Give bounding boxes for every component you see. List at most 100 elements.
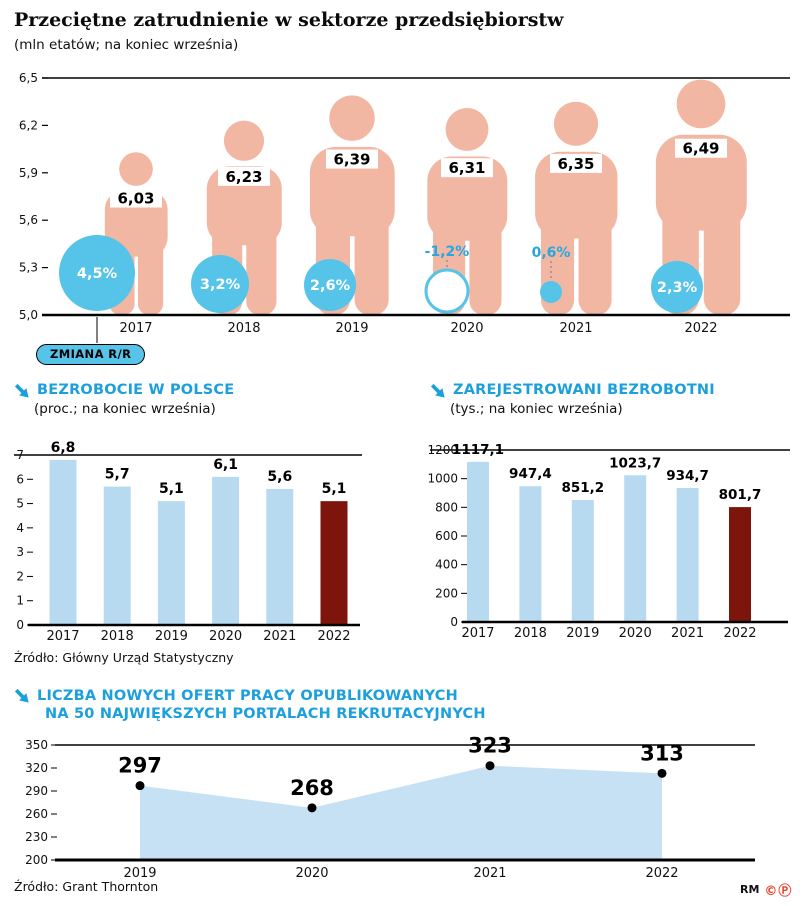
y-tick-label: 2 bbox=[16, 569, 24, 583]
bar-value-label: 1023,7 bbox=[609, 455, 661, 471]
y-tick-label: 200 bbox=[435, 586, 458, 600]
y-tick-label: 1 bbox=[16, 594, 24, 608]
value-label-bg bbox=[218, 166, 270, 186]
employment-pictogram-chart: 6,5 6,2 5,9 5,6 5,3 5,0 6,03 6,23 6,39 6,31 6,35 6,… bbox=[19, 71, 790, 343]
bar-x-label: 2019 bbox=[155, 629, 188, 644]
x-tick-label: 2019 bbox=[335, 321, 368, 336]
unemployment-bar-charts: 7 6 5 4 3 2 1 0 6,8 2017 5,7 2018 5,1 2019 6,1 2020 5,6 2… bbox=[14, 440, 790, 644]
change-bubble bbox=[191, 255, 249, 313]
data-point bbox=[307, 803, 317, 813]
bar-2017 bbox=[467, 461, 489, 622]
bar-x-label: 2017 bbox=[461, 626, 494, 641]
bar-2021 bbox=[676, 488, 699, 622]
job-offers-title-line2: NA 50 NAJWIĘKSZYCH PORTALACH REKRUTACYJN… bbox=[45, 706, 486, 722]
value-label-bg bbox=[550, 153, 602, 173]
bar-2021 bbox=[266, 489, 294, 625]
point-value-label: 313 bbox=[640, 741, 684, 765]
unemployment-chart-title: BEZROBOCIE W POLSCE bbox=[37, 382, 235, 398]
source-grant-thornton: Źródło: Grant Thornton bbox=[14, 879, 159, 894]
change-label: 2,3% bbox=[657, 280, 698, 296]
y-tick-label: 1000 bbox=[427, 472, 458, 486]
value-label: 6,03 bbox=[117, 190, 154, 208]
unemployment-chart-subtitle: (proc.; na koniec września) bbox=[34, 401, 216, 417]
value-label: 6,39 bbox=[333, 151, 370, 169]
change-bubble bbox=[59, 235, 135, 311]
copyright-icon: ©Ⓟ bbox=[764, 884, 793, 899]
bar-2018 bbox=[103, 486, 131, 625]
bar-value-label: 851,2 bbox=[561, 480, 604, 496]
y-tick-label: 320 bbox=[25, 761, 48, 775]
page-subtitle: (mln etatów; na koniec września) bbox=[14, 37, 239, 53]
x-tick-label: 2022 bbox=[684, 321, 717, 336]
bar-value-label: 801,7 bbox=[719, 487, 762, 503]
bar-2022 bbox=[320, 501, 348, 625]
bar-value-label: 5,6 bbox=[267, 469, 292, 485]
y-tick-label: 6 bbox=[16, 472, 24, 486]
y-tick-label: 230 bbox=[25, 830, 48, 844]
value-label-bg bbox=[326, 149, 378, 169]
bar-value-label: 5,7 bbox=[105, 467, 130, 483]
area-fill bbox=[140, 765, 662, 860]
bar-value-label: 1117,1 bbox=[452, 442, 504, 458]
y-tick-label: 200 bbox=[25, 853, 48, 867]
y-tick-label: 5,3 bbox=[19, 261, 38, 275]
value-label: 6,31 bbox=[448, 159, 485, 177]
bar-x-label: 2021 bbox=[263, 629, 296, 644]
y-tick-label: 5,6 bbox=[19, 213, 38, 227]
value-label-bg bbox=[675, 138, 727, 158]
y-tick-label: 800 bbox=[435, 500, 458, 514]
registered-chart-title: ZAREJESTROWANI BEZROBOTNI bbox=[453, 382, 715, 398]
change-label: 2,6% bbox=[310, 278, 351, 294]
y-tick-label: 3 bbox=[16, 545, 24, 559]
y-tick-label: 400 bbox=[435, 558, 458, 572]
job-offers-title-line1: LICZBA NOWYCH OFERT PRACY OPUBLIKOWANYCH bbox=[37, 688, 458, 704]
y-tick-label: 6,5 bbox=[19, 71, 38, 85]
change-yoy-badge: ZMIANA R/R bbox=[36, 344, 146, 365]
bar-2020 bbox=[624, 475, 647, 622]
point-value-label: 323 bbox=[468, 734, 512, 758]
arrow-down-right-icon bbox=[14, 688, 30, 704]
value-label-bg bbox=[441, 158, 493, 178]
x-tick-label: 2020 bbox=[295, 866, 328, 881]
author-initials: RM bbox=[740, 883, 760, 896]
x-tick-label: 2017 bbox=[119, 321, 152, 336]
point-value-label: 268 bbox=[290, 776, 334, 800]
source-gus: Źródło: Główny Urząd Statystyczny bbox=[14, 650, 234, 665]
bar-x-label: 2022 bbox=[723, 626, 756, 641]
data-point bbox=[135, 781, 145, 791]
x-tick-label: 2021 bbox=[559, 321, 592, 336]
value-label-bg bbox=[110, 188, 162, 208]
footer-credits: RM ©Ⓟ bbox=[740, 880, 792, 899]
bar-x-label: 2019 bbox=[566, 626, 599, 641]
bar-2020 bbox=[212, 476, 240, 625]
bar-x-label: 2022 bbox=[317, 629, 350, 644]
y-tick-label: 350 bbox=[25, 738, 48, 752]
y-tick-label: 0 bbox=[450, 615, 458, 629]
point-value-label: 297 bbox=[118, 754, 162, 778]
bar-x-label: 2017 bbox=[46, 629, 79, 644]
person-figure-2019 bbox=[309, 95, 395, 315]
value-label: 6,23 bbox=[225, 168, 262, 186]
x-tick-label: 2021 bbox=[473, 866, 506, 881]
job-offers-area-chart: 350 320 290 260 230 200 297 268 323 313 2019 2020 20… bbox=[25, 734, 755, 881]
y-tick-label: 260 bbox=[25, 807, 48, 821]
y-tick-label: 600 bbox=[435, 529, 458, 543]
bar-x-label: 2018 bbox=[101, 629, 134, 644]
y-tick-label: 4 bbox=[16, 521, 24, 535]
y-tick-label: 5,9 bbox=[19, 166, 38, 180]
data-point bbox=[485, 761, 495, 771]
bar-x-label: 2020 bbox=[619, 626, 652, 641]
x-tick-label: 2022 bbox=[645, 866, 678, 881]
change-label: 3,2% bbox=[200, 277, 241, 293]
bar-value-label: 934,7 bbox=[666, 468, 709, 484]
arrow-down-right-icon bbox=[14, 383, 30, 399]
bar-value-label: 6,1 bbox=[213, 457, 238, 473]
value-label: 6,35 bbox=[557, 155, 594, 173]
x-tick-label: 2018 bbox=[227, 321, 260, 336]
bar-2017 bbox=[49, 459, 77, 625]
change-label: -1,2% bbox=[425, 244, 470, 260]
bar-value-label: 6,8 bbox=[51, 440, 76, 456]
bar-2019 bbox=[157, 501, 185, 625]
bar-2019 bbox=[571, 499, 594, 622]
